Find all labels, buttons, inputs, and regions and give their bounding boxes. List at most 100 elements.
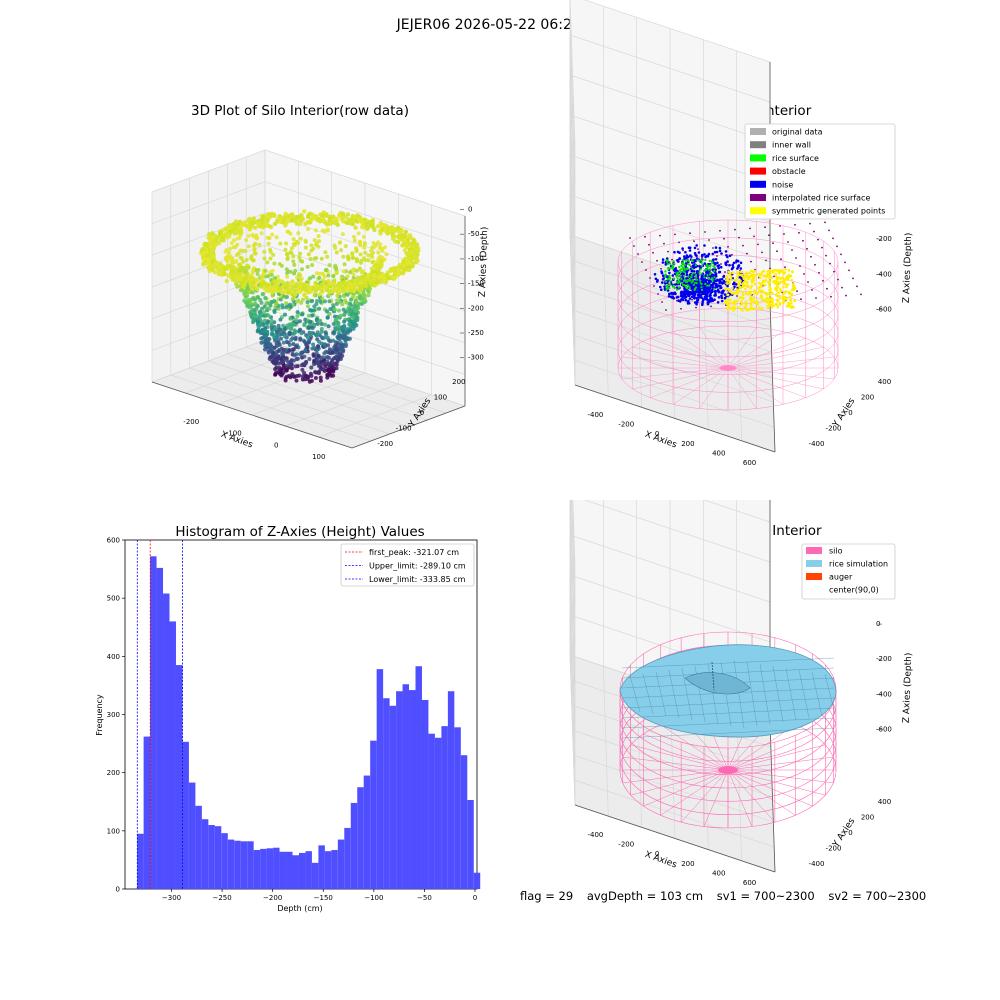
histogram-bar (292, 855, 299, 889)
noise-point (681, 298, 685, 302)
noise-point (718, 246, 722, 250)
symmetric-point (726, 293, 730, 297)
symmetric-point (753, 282, 757, 286)
rice-surface-point (700, 272, 703, 275)
interpolated-point (663, 242, 665, 245)
simulation-y-tick: 200 (861, 813, 874, 821)
raw-point (279, 368, 284, 373)
raw-point (350, 278, 355, 284)
raw-point (251, 296, 255, 301)
raw-point (233, 245, 238, 250)
raw-point (354, 249, 359, 253)
rice-surface-point (708, 284, 711, 287)
raw-point (256, 218, 261, 223)
raw-point (291, 242, 296, 247)
raw-point (311, 352, 316, 357)
raw-point (317, 239, 322, 244)
histogram-bar (227, 839, 235, 889)
rice-surface-point (699, 282, 702, 285)
rice-surface-point (710, 260, 713, 263)
noise-point (726, 284, 729, 288)
interpolated-point (734, 228, 736, 231)
raw-point (273, 372, 278, 377)
raw-point (326, 343, 331, 348)
raw-point (309, 365, 314, 370)
noise-point (674, 292, 677, 296)
interpolated-point (757, 243, 759, 246)
interpolated-point (852, 277, 854, 280)
raw-point (370, 245, 375, 250)
raw-point (300, 312, 305, 317)
raw-point (317, 292, 322, 297)
rice-surface-point (695, 282, 698, 285)
raw-point (302, 339, 307, 344)
footer-sv1: sv1 = 700~2300 (716, 889, 815, 903)
noise-point (714, 262, 717, 266)
rice-mesh-line (681, 667, 693, 721)
rice-surface-point (669, 262, 672, 265)
raw-point (374, 242, 379, 247)
rice-mesh-line (629, 675, 641, 713)
symmetric-point (749, 307, 752, 311)
histogram-bar (221, 833, 228, 889)
interpolated-point (695, 306, 697, 309)
symmetric-point (741, 309, 744, 312)
raw-point (253, 225, 258, 230)
interpolated-point (811, 289, 813, 291)
raw-point (405, 252, 410, 257)
raw-point (320, 296, 325, 301)
rice-surface-point (709, 268, 712, 271)
interpolated-point (779, 225, 781, 227)
raw-point (345, 212, 351, 217)
raw-point (324, 349, 329, 354)
symmetric-point (768, 276, 771, 280)
raw-point (324, 355, 329, 360)
symmetric-point (790, 293, 793, 297)
raw-point (384, 252, 389, 257)
noise-point (660, 288, 663, 292)
interpolated-point (809, 222, 811, 225)
wall-gridline (264, 149, 466, 217)
raw-point (288, 285, 293, 290)
raw-point (258, 297, 263, 302)
simulation-x-tick: 400 (712, 870, 725, 878)
symmetric-point (769, 270, 772, 273)
symmetric-point (732, 300, 736, 303)
simulation-3d-plot: -400-2000200400600-400-20002004002000-20… (569, 500, 914, 887)
raw-point (261, 280, 266, 285)
raw-point-cloud (199, 209, 421, 384)
raw-point (391, 229, 397, 234)
symmetric-point (745, 271, 748, 274)
symmetric-point (779, 277, 782, 280)
histogram-bar (421, 699, 429, 889)
raw-point (271, 212, 277, 217)
silo-spoke (650, 338, 729, 369)
noise-point (726, 260, 729, 263)
symmetric-point (757, 287, 760, 290)
raw-point (395, 239, 401, 245)
interpolated-point (727, 245, 729, 248)
noise-point (718, 249, 722, 253)
raw-point (294, 281, 299, 287)
noise-point (715, 285, 718, 289)
noise-point (676, 250, 680, 254)
raw-point (370, 255, 375, 259)
noise-point (703, 262, 707, 265)
silo-spoke (727, 769, 753, 827)
rice-simulation-surface (619, 644, 837, 739)
raw-point (281, 323, 286, 328)
raw-point (267, 356, 272, 361)
raw-point (286, 213, 291, 218)
symmetric-point (782, 285, 785, 289)
histogram-bar (195, 805, 202, 889)
raw-point (294, 344, 299, 349)
raw-point (284, 305, 289, 310)
raw-point (269, 348, 274, 353)
histogram-bar (331, 850, 338, 889)
raw-point (382, 228, 388, 233)
symmetric-point (784, 290, 788, 293)
noise-point (688, 246, 692, 250)
raw-point (339, 344, 344, 349)
rice-surface-point (665, 280, 668, 283)
raw-point (333, 286, 338, 292)
